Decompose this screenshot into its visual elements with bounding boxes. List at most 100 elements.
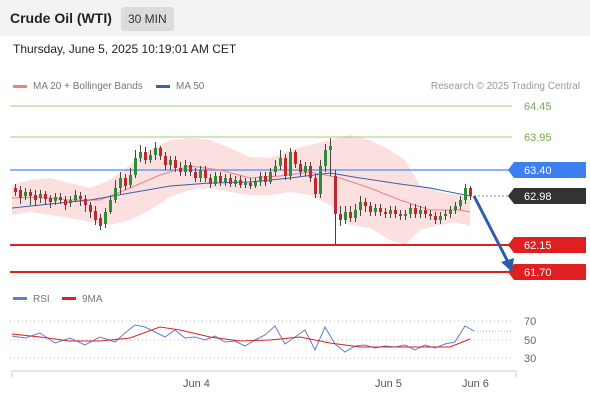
credit: Research © 2025 Trading Central <box>430 81 580 92</box>
candle-body <box>374 208 377 212</box>
candle-body <box>214 176 217 184</box>
candle-body <box>269 172 272 182</box>
candlestick-series <box>14 138 472 244</box>
candle-body <box>119 178 122 188</box>
candle-body <box>74 195 77 200</box>
candle-body <box>379 208 382 212</box>
candle-body <box>104 212 107 224</box>
candle-body <box>419 210 422 214</box>
candle-body <box>364 202 367 206</box>
candle-body <box>424 210 427 214</box>
candle-body <box>184 165 187 172</box>
candle-body <box>384 212 387 214</box>
candle-body <box>399 214 402 216</box>
candle-body <box>114 188 117 200</box>
rsi-tick-30: 30 <box>524 353 536 365</box>
candle-body <box>314 178 317 194</box>
rsi-tick-70: 70 <box>524 316 536 328</box>
candle-body <box>19 190 22 198</box>
candle-body <box>94 211 97 220</box>
level-62-15: 62.15 <box>524 240 552 252</box>
candle-body <box>449 210 452 214</box>
candle-body <box>229 178 232 184</box>
candle-body <box>209 178 212 184</box>
candle-body <box>394 210 397 214</box>
candle-body <box>404 214 407 216</box>
candle-body <box>284 158 287 176</box>
bands-swatch <box>13 85 27 88</box>
candle-body <box>154 148 157 155</box>
candle-body <box>139 152 142 158</box>
timeframe-badge[interactable]: 30 MIN <box>121 7 174 31</box>
candle-body <box>334 176 337 214</box>
legend-bands: MA 20 + Bollinger Bands <box>13 81 143 92</box>
legend-bands-label: MA 20 + Bollinger Bands <box>33 81 143 92</box>
candle-body <box>294 152 297 164</box>
candle-body <box>429 214 432 216</box>
candle-body <box>69 200 72 203</box>
candle-body <box>349 212 352 218</box>
rsi-legend-label: RSI <box>33 294 50 305</box>
candle-body <box>439 216 442 220</box>
candle-body <box>174 160 177 168</box>
candle-body <box>189 165 192 172</box>
candle-body <box>39 194 42 198</box>
candle-body <box>44 194 47 199</box>
candle-body <box>454 206 457 210</box>
level-63-40: 63.40 <box>524 165 552 177</box>
rsi-line <box>11 324 475 353</box>
candle-body <box>14 188 17 192</box>
candle-body <box>64 200 67 205</box>
candle-body <box>34 195 37 200</box>
candle-body <box>244 183 247 185</box>
candle-body <box>84 199 87 205</box>
level-61-70: 61.70 <box>524 267 552 279</box>
candle-body <box>194 172 197 178</box>
candle-body <box>179 168 182 172</box>
candle-body <box>144 152 147 160</box>
candle-body <box>464 188 467 200</box>
candle-body <box>199 170 202 178</box>
candle-body <box>324 150 327 166</box>
projection-arrow <box>472 195 510 263</box>
level-64-45: 64.45 <box>524 101 552 113</box>
candle-body <box>134 158 137 175</box>
candle-body <box>354 210 357 218</box>
candle-body <box>29 192 32 196</box>
candle-body <box>109 200 112 212</box>
candle-body <box>329 146 332 150</box>
x-label-jun4: Jun 4 <box>183 378 210 390</box>
candle-body <box>259 176 262 182</box>
candle-body <box>339 214 342 220</box>
chart-header: Crude Oil (WTI) 30 MIN <box>0 0 590 36</box>
level-63-95: 63.95 <box>524 132 552 144</box>
candle-body <box>264 176 267 182</box>
candle-body <box>219 176 222 182</box>
candle-body <box>444 214 447 216</box>
candle-body <box>54 197 57 201</box>
candle-body <box>224 178 227 182</box>
candle-body <box>369 206 372 212</box>
candle-body <box>169 160 172 165</box>
candle-body <box>409 208 412 214</box>
candle-body <box>124 178 127 186</box>
legend-ma50: MA 50 <box>156 81 204 92</box>
level-62-98: 62.98 <box>524 191 552 203</box>
candle-body <box>389 210 392 214</box>
candle-body <box>289 152 292 176</box>
candle-body <box>149 155 152 160</box>
candle-body <box>24 192 27 196</box>
rsi-legend: RSI 9MA <box>13 294 103 305</box>
rsi-ma-legend-label: 9MA <box>82 294 103 305</box>
candle-body <box>204 170 207 178</box>
candle-body <box>434 216 437 220</box>
bollinger-band <box>12 135 470 245</box>
candle-body <box>234 180 237 184</box>
ma50-swatch <box>156 85 170 88</box>
candle-body <box>469 188 472 196</box>
candle-body <box>299 164 302 172</box>
candle-body <box>344 212 347 220</box>
candle-body <box>309 166 312 178</box>
candle-body <box>279 158 282 166</box>
